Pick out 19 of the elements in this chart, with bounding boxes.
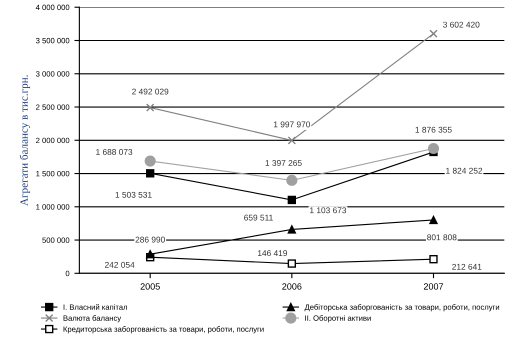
data-label: 1 688 073 [96, 149, 132, 155]
data-label: 1 876 355 [416, 126, 452, 133]
x-tick-label: 2007 [424, 283, 444, 290]
x-tick-label: 2005 [140, 283, 160, 290]
data-label: 3 602 420 [443, 22, 480, 28]
data-label: 286 990 [136, 236, 165, 243]
data-label: 146 419 [258, 250, 288, 256]
data-label: 1 503 531 [116, 192, 152, 198]
data-label: 1 997 970 [274, 121, 310, 128]
data-label: 2 492 029 [132, 88, 168, 95]
data-label: 242 054 [104, 262, 134, 268]
data-label: 212 641 [452, 264, 482, 270]
y-axis-title: Агрегати балансу в тис.грн. [20, 75, 30, 206]
data-label: 1 397 265 [266, 160, 302, 166]
data-label: 1 103 673 [310, 207, 346, 214]
x-tick-label: 2006 [282, 283, 302, 290]
data-label: 659 511 [244, 214, 273, 221]
data-label: 1 824 252 [446, 168, 482, 174]
data-label: 801 808 [427, 234, 457, 240]
